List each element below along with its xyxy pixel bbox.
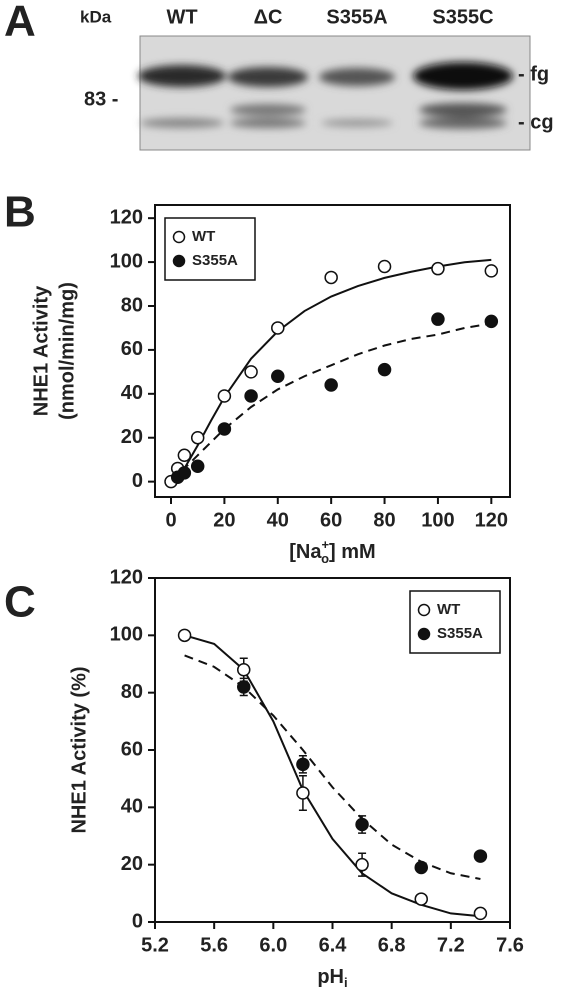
legend-box <box>409 590 501 654</box>
data-point <box>414 860 428 875</box>
data-point <box>177 466 192 480</box>
y-tick-label: 60 <box>121 338 143 360</box>
legend-marker <box>172 254 186 268</box>
legend-label: WT <box>437 601 460 618</box>
y-tick-label: 20 <box>121 426 143 448</box>
data-point <box>484 314 499 329</box>
y-axis-label: (nmol/min/mg) <box>56 282 78 420</box>
legend-marker <box>417 627 431 641</box>
x-tick-label: 6.0 <box>259 934 287 956</box>
data-point <box>244 365 258 379</box>
data-point <box>355 817 369 832</box>
data-point <box>484 264 499 278</box>
x-tick-label: 80 <box>373 509 395 531</box>
panel-label: C <box>4 578 36 627</box>
data-point <box>473 849 488 863</box>
x-tick-label: 6.8 <box>378 934 406 956</box>
data-point <box>271 321 285 335</box>
y-tick-label: 80 <box>121 681 143 703</box>
x-axis-label: [Na+ o] mM <box>289 537 375 566</box>
y-tick-label: 0 <box>132 470 143 492</box>
data-point <box>237 680 251 694</box>
x-tick-label: 5.6 <box>200 934 228 956</box>
data-point <box>431 261 445 276</box>
x-tick-label: 6.4 <box>319 934 348 956</box>
legend-label: WT <box>192 228 215 245</box>
marker-label: 83 - <box>84 88 118 110</box>
x-axis-label-part: o <box>321 551 329 566</box>
y-tick-label: 100 <box>110 250 143 272</box>
plot-frame <box>154 204 511 498</box>
lane-label: S355A <box>326 6 387 28</box>
x-axis-label-part: [Na <box>289 541 322 563</box>
legend-marker <box>172 230 186 244</box>
x-axis-label-part: i <box>344 975 348 990</box>
data-point <box>190 430 205 445</box>
data-point <box>377 259 392 274</box>
lane-label: WT <box>166 6 197 28</box>
data-point <box>237 662 251 677</box>
y-tick-label: 100 <box>110 624 143 646</box>
y-tick-label: 60 <box>121 738 143 760</box>
x-tick-label: 7.2 <box>437 934 465 956</box>
data-point <box>296 786 310 800</box>
blot-image <box>138 35 531 151</box>
data-point <box>190 459 205 474</box>
x-axis-label-part: + <box>322 537 330 552</box>
legend-marker <box>417 603 431 617</box>
fit-line <box>184 634 481 918</box>
y-axis-label: NHE1 Activity (%) <box>68 666 90 833</box>
unit-label: kDa <box>80 7 112 26</box>
y-tick-label: 120 <box>110 206 143 228</box>
data-point <box>324 270 338 285</box>
lane-label: ΔC <box>254 6 283 28</box>
data-point <box>177 448 192 463</box>
legend-label: S355A <box>437 625 483 642</box>
data-point <box>473 906 488 921</box>
data-point <box>296 757 310 772</box>
fit-line <box>170 322 492 483</box>
legend-box <box>164 217 256 281</box>
x-tick-label: 60 <box>320 509 342 531</box>
y-axis-label: NHE1 Activity <box>30 285 52 416</box>
x-tick-label: 20 <box>213 509 235 531</box>
data-point <box>414 892 428 906</box>
x-axis-label: pHi <box>317 966 347 990</box>
y-tick-label: 40 <box>121 796 143 818</box>
fit-line <box>184 654 481 880</box>
data-point <box>244 389 258 403</box>
fit-line <box>170 258 492 483</box>
y-tick-label: 40 <box>121 382 143 404</box>
band-label: - cg <box>518 111 554 133</box>
data-point <box>355 857 369 872</box>
x-tick-label: 5.2 <box>141 934 169 956</box>
y-tick-label: 120 <box>110 566 143 588</box>
lane-label: S355C <box>432 6 493 28</box>
x-tick-label: 40 <box>267 509 289 531</box>
data-point <box>217 422 232 436</box>
data-point <box>177 628 192 643</box>
x-axis-label-part: ] mM <box>329 541 376 563</box>
data-point <box>431 312 445 326</box>
panel-label: B <box>4 188 36 237</box>
y-tick-label: 80 <box>121 294 143 316</box>
x-tick-label: 0 <box>165 509 176 531</box>
data-point <box>377 362 392 377</box>
y-tick-label: 0 <box>132 910 143 932</box>
data-point <box>217 389 232 403</box>
x-tick-label: 7.6 <box>496 934 524 956</box>
panel-label: A <box>4 0 36 46</box>
x-axis-label-part: pH <box>317 966 344 988</box>
band-label: - fg <box>518 63 549 85</box>
x-tick-label: 120 <box>475 509 508 531</box>
y-tick-label: 20 <box>121 853 143 875</box>
data-point <box>324 378 338 392</box>
x-tick-label: 100 <box>421 509 454 531</box>
legend-label: S355A <box>192 252 238 269</box>
data-point <box>271 369 285 383</box>
